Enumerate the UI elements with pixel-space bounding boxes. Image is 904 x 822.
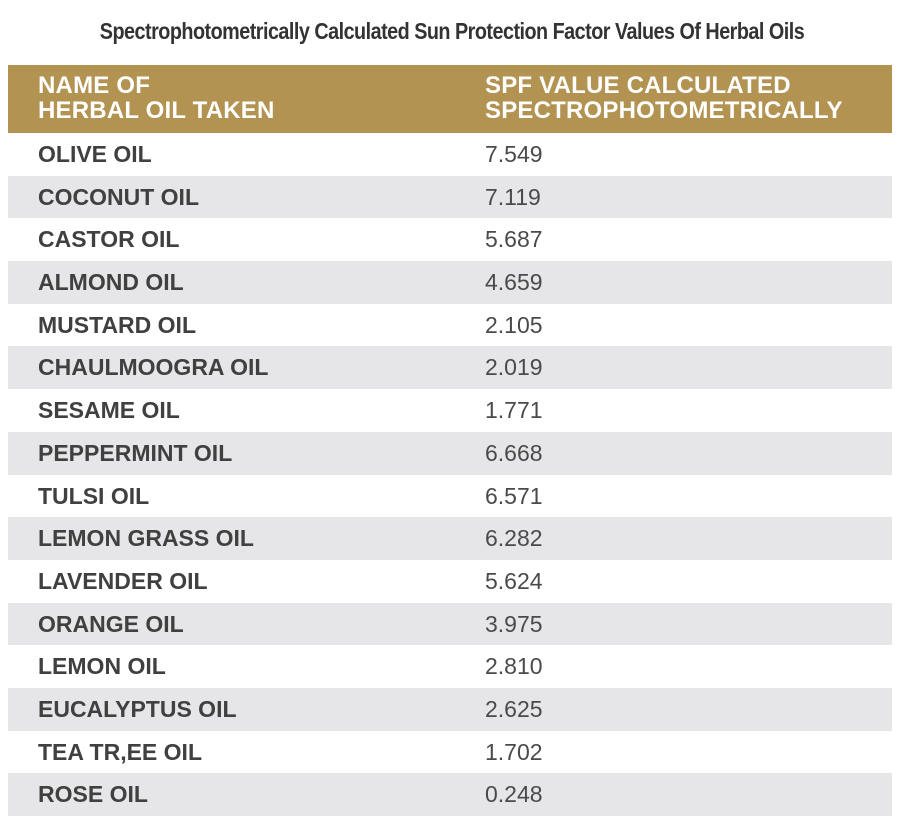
oil-name-cell: CHAULMOOGRA OIL — [38, 354, 269, 381]
oil-name-cell: COCONUT OIL — [38, 183, 199, 210]
spf-table: NAME OF HERBAL OIL TAKEN SPF VALUE CALCU… — [8, 65, 892, 816]
table-row: ROSE OIL 0.248 — [8, 773, 892, 816]
table-row: EUCALYPTUS OIL 2.625 — [8, 687, 892, 731]
oil-name-cell: LEMON OIL — [38, 653, 166, 680]
spf-value-cell: 1.702 — [485, 738, 543, 765]
oil-name-cell: PEPPERMINT OIL — [38, 439, 233, 466]
spf-value-cell: 5.624 — [485, 567, 543, 594]
table-row: LEMON OIL 2.810 — [8, 645, 892, 688]
spf-value-cell: 6.571 — [485, 482, 543, 509]
table-title: Spectrophotometrically Calculated Sun Pr… — [99, 18, 805, 44]
table-row: MUSTARD OIL 2.105 — [8, 304, 892, 347]
table-body: OLIVE OIL 7.549 COCONUT OIL 7.119 CASTOR OIL… — [8, 133, 892, 816]
spf-value-cell: 2.625 — [485, 695, 543, 722]
column-header-oil-name: NAME OF HERBAL OIL TAKEN — [38, 72, 275, 124]
spf-value-cell: 2.105 — [485, 311, 543, 338]
oil-name-cell: MUSTARD OIL — [38, 311, 197, 338]
oil-name-cell: CASTOR OIL — [38, 226, 180, 253]
table-row: OLIVE OIL 7.549 — [8, 133, 892, 176]
table-row: LAVENDER OIL 5.624 — [8, 560, 892, 603]
table-row: COCONUT OIL 7.119 — [8, 175, 892, 219]
table-row: SESAME OIL 1.771 — [8, 389, 892, 432]
spf-value-cell: 2.019 — [485, 354, 543, 381]
table-row: ORANGE OIL 3.975 — [8, 602, 892, 646]
table-row: TULSI OIL 6.571 — [8, 475, 892, 518]
table-row: CHAULMOOGRA OIL 2.019 — [8, 346, 892, 390]
oil-name-cell: EUCALYPTUS OIL — [38, 695, 237, 722]
oil-name-cell: TULSI OIL — [38, 482, 150, 509]
spf-value-cell: 0.248 — [485, 781, 543, 808]
table-row: LEMON GRASS OIL 6.282 — [8, 517, 892, 560]
oil-name-cell: LEMON GRASS OIL — [38, 525, 254, 552]
spf-value-cell: 4.659 — [485, 269, 543, 296]
oil-name-cell: OLIVE OIL — [38, 141, 152, 167]
spf-value-cell: 2.810 — [485, 653, 543, 680]
oil-name-cell: TEA TR,EE OIL — [38, 738, 202, 765]
spf-value-cell: 7.119 — [485, 183, 541, 210]
spf-value-cell: 1.771 — [485, 397, 543, 424]
spf-value-cell: 6.282 — [485, 525, 543, 552]
oil-name-cell: ALMOND OIL — [38, 269, 184, 296]
table-row: PEPPERMINT OIL 6.668 — [8, 431, 892, 475]
spf-value-cell: 5.687 — [485, 226, 543, 253]
spf-value-cell: 7.549 — [485, 141, 543, 167]
table-row: TEA TR,EE OIL 1.702 — [8, 731, 892, 774]
column-header-spf-value: SPF VALUE CALCULATED SPECTROPHOTOMETRICA… — [485, 72, 843, 124]
oil-name-cell: ORANGE OIL — [38, 610, 184, 637]
table-header: NAME OF HERBAL OIL TAKEN SPF VALUE CALCU… — [8, 65, 892, 133]
oil-name-cell: LAVENDER OIL — [38, 567, 208, 594]
table-row: CASTOR OIL 5.687 — [8, 218, 892, 261]
spf-value-cell: 6.668 — [485, 439, 543, 466]
oil-name-cell: SESAME OIL — [38, 397, 180, 424]
oil-name-cell: ROSE OIL — [38, 781, 148, 808]
table-row: ALMOND OIL 4.659 — [8, 261, 892, 304]
spf-value-cell: 3.975 — [485, 610, 543, 637]
